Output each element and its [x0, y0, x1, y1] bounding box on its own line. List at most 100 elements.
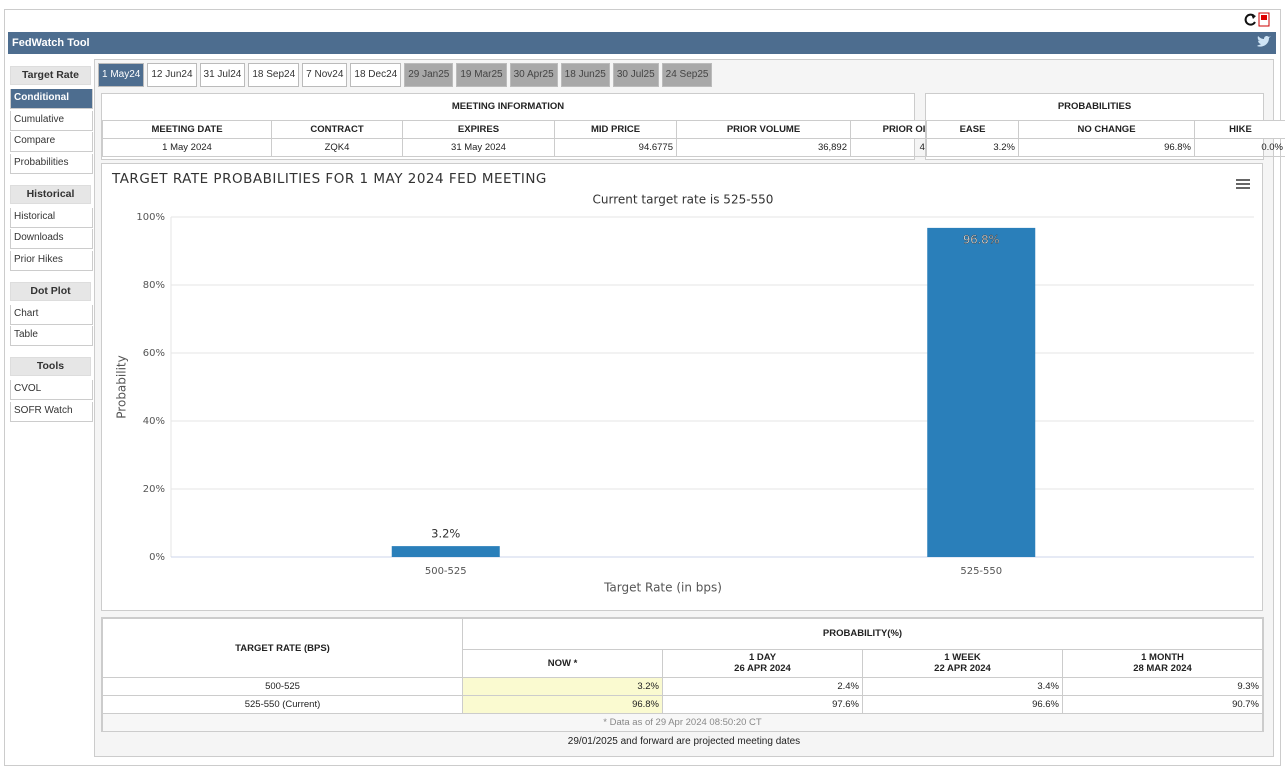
meeting-tab[interactable]: 24 Sep25 [661, 63, 713, 87]
note-row: * Data as of 29 Apr 2024 08:50:20 CT [102, 713, 1263, 732]
cell: ZQK4 [271, 138, 403, 157]
column-label: 1 WEEK [944, 652, 981, 664]
group-header: PROBABILITY(%) [462, 618, 1263, 650]
column-date: 22 APR 2024 [934, 663, 991, 675]
meeting-tab[interactable]: 30 Jul25 [612, 63, 659, 87]
header-row: MEETING DATE CONTRACT EXPIRES MID PRICE PRIO… [102, 120, 958, 139]
sidebar-heading: Target Rate [10, 66, 91, 85]
column-header: 1 DAY 26 APR 2024 [662, 648, 863, 679]
chart-box: TARGET RATE PROBABILITIES FOR 1 MAY 2024… [101, 163, 1263, 611]
y-tick-label: 100% [136, 212, 165, 223]
cell: 31 May 2024 [402, 138, 555, 157]
footer-note: 29/01/2025 and forward are projected mee… [567, 736, 801, 747]
twitter-icon[interactable] [1256, 35, 1272, 49]
meeting-tab[interactable]: 19 Mar25 [456, 63, 507, 87]
table: MEETING DATE CONTRACT EXPIRES MID PRICE PRIO… [102, 120, 958, 157]
header-bar: FedWatch Tool [8, 32, 1276, 54]
table: EASE NO CHANGE HIKE 3.2% 96.8% 0.0% [926, 120, 1285, 157]
menu-icon[interactable] [1236, 179, 1250, 189]
app-title: FedWatch Tool [12, 37, 90, 49]
column-header: 1 MONTH 28 MAR 2024 [1062, 648, 1263, 679]
meeting-tab[interactable]: 29 Jan25 [404, 63, 454, 87]
cell: 525-550 (Current) [102, 695, 463, 714]
column-label: 1 DAY [748, 652, 777, 664]
meeting-tab[interactable]: 30 Apr25 [509, 63, 558, 87]
meeting-tabs: 1 May24 12 Jun24 31 Jul24 18 Sep24 7 Nov24 18… [98, 63, 715, 87]
column-header: NO CHANGE [1018, 120, 1195, 139]
y-axis-label: Probability [115, 355, 129, 418]
column-header: TARGET RATE (BPS) [102, 618, 463, 678]
column-header: HIKE [1194, 120, 1285, 139]
data-label: 96.8% [963, 232, 1000, 246]
chart: TARGET RATE PROBABILITIES FOR 1 MAY 2024… [111, 171, 1254, 595]
sidebar-link[interactable]: Cumulative [10, 110, 93, 131]
data-row: 525-550 (Current) 96.8% 97.6% 96.6% 90.7% [102, 695, 1263, 714]
cell: 1 May 2024 [102, 138, 272, 157]
cell: 500-525 [102, 677, 463, 696]
bar [391, 546, 500, 557]
chart-title: TARGET RATE PROBABILITIES FOR 1 MAY 2024… [111, 171, 547, 187]
y-tick-label: 0% [149, 552, 165, 563]
table: TARGET RATE (BPS) PROBABILITY(%) NOW * 1 DA… [102, 618, 1263, 732]
column-header: MID PRICE [554, 120, 677, 139]
column-header: CONTRACT [271, 120, 403, 139]
y-tick-label: 80% [143, 280, 165, 291]
sidebar-link[interactable]: Table [10, 326, 93, 346]
meeting-tab[interactable]: 18 Dec24 [350, 63, 402, 87]
sidebar-link[interactable]: Compare [10, 132, 93, 152]
meeting-tab[interactable]: 18 Sep24 [248, 63, 300, 87]
cell: 3.2% [926, 138, 1019, 157]
note: * Data as of 29 Apr 2024 08:50:20 CT [102, 713, 1263, 732]
sidebar-heading: Tools [10, 357, 91, 376]
column-label: 1 MONTH [1141, 652, 1184, 664]
meeting-tab[interactable]: 31 Jul24 [199, 63, 246, 87]
x-tick-label: 525-550 [960, 566, 1002, 577]
column-header: EXPIRES [402, 120, 555, 139]
sidebar-link[interactable]: Historical [10, 207, 93, 228]
table-caption: PROBABILITIES [1057, 101, 1132, 112]
sidebar-heading: Dot Plot [10, 281, 91, 301]
chart-subtitle: Current target rate is 525-550 [593, 193, 774, 207]
probability-table: TARGET RATE (BPS) PROBABILITY(%) NOW * 1 DA… [101, 617, 1264, 732]
column-header: EASE [926, 120, 1019, 139]
column-header: MEETING DATE [102, 120, 272, 139]
sidebar-link[interactable]: Downloads [10, 229, 93, 249]
column-header: PRIOR VOLUME [676, 120, 851, 139]
x-axis-label: Target Rate (in bps) [603, 581, 722, 595]
column-date: 28 MAR 2024 [1133, 663, 1192, 675]
meeting-tab[interactable]: 7 Nov24 [302, 63, 348, 87]
sidebar: Target Rate Conditional Cumulative Compare P… [10, 66, 93, 423]
toolbar-icons[interactable] [1242, 12, 1272, 28]
sidebar-link[interactable]: Prior Hikes [10, 250, 93, 271]
cell: 9.3% [1062, 677, 1263, 696]
sidebar-link[interactable]: Probabilities [10, 153, 93, 174]
header-row: NOW * 1 DAY 26 APR 2024 1 WEEK 22 APR 2024 1 … [103, 648, 1263, 679]
sidebar-link[interactable]: Conditional [10, 89, 93, 109]
data-label: 3.2% [431, 527, 460, 541]
probabilities-summary: PROBABILITIES EASE NO CHANGE HIKE 3.2% 96.8% 0… [925, 93, 1285, 160]
cell: 96.8% [462, 695, 663, 714]
frame [4, 9, 1281, 766]
sidebar-link[interactable]: CVOL [10, 380, 93, 400]
cell: 97.6% [662, 695, 863, 714]
meeting-tab[interactable]: 12 Jun24 [147, 63, 197, 87]
cell: 94.6775 [554, 138, 677, 157]
meeting-tab[interactable]: 18 Jun25 [560, 63, 610, 87]
cell: 3.2% [462, 677, 663, 696]
meeting-tab[interactable]: 1 May24 [98, 63, 145, 87]
sidebar-link[interactable]: Chart [10, 304, 93, 325]
sidebar-link[interactable]: SOFR Watch [10, 401, 93, 422]
cell: 96.8% [1018, 138, 1195, 157]
cell: 3.4% [862, 677, 1063, 696]
bar [927, 227, 1036, 557]
header-row: TARGET RATE (BPS) PROBABILITY(%) [102, 618, 1263, 678]
header-row: EASE NO CHANGE HIKE [926, 120, 1285, 139]
cell: 90.7% [1062, 695, 1263, 714]
cell: 0.0% [1194, 138, 1285, 157]
y-tick-label: 20% [143, 484, 165, 495]
column-label: NOW * [547, 657, 578, 669]
y-tick-label: 60% [143, 348, 165, 359]
cell: 2.4% [662, 677, 863, 696]
